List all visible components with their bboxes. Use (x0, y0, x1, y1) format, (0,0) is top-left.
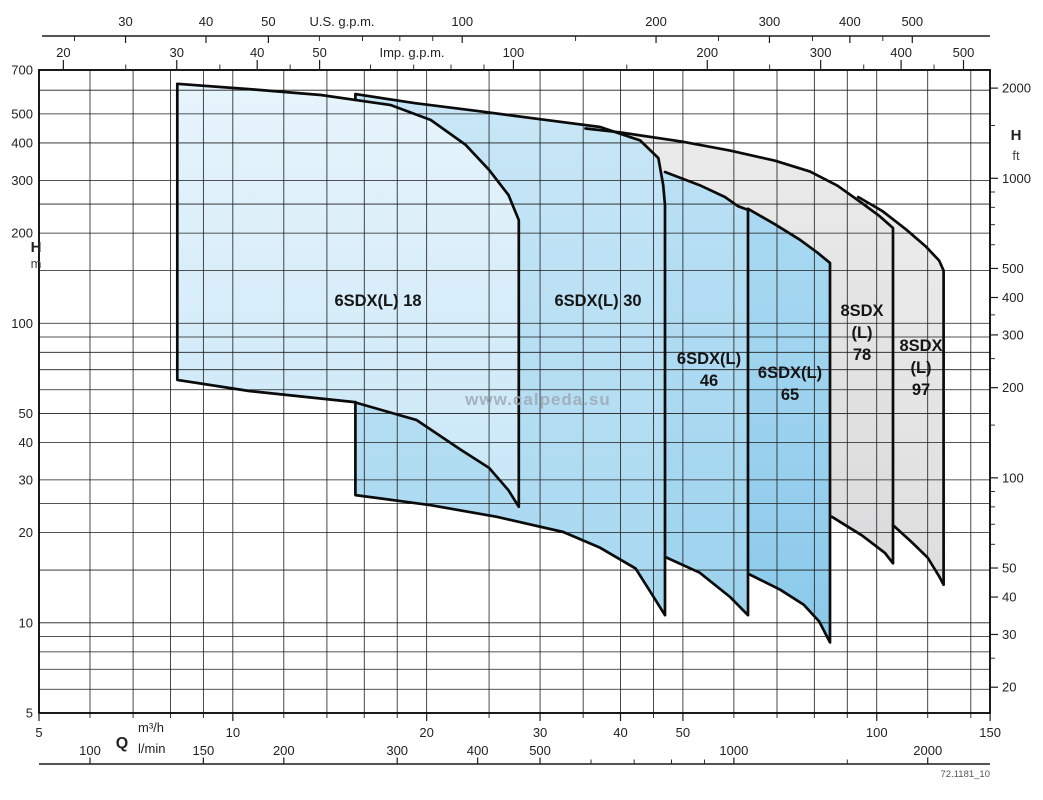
lmin-tick-label: 150 (193, 743, 215, 758)
h-ft-tick-label: 100 (1002, 470, 1024, 485)
us-tick-label: 40 (199, 14, 213, 29)
pump-range-labels: 6SDX(L) 18 6SDX(L) 30 6SDX(L) 46 6SDX(L) 65 8S… (334, 292, 942, 404)
figure-code: 72.1181_10 (940, 769, 991, 780)
us-tick-label: 300 (759, 14, 781, 29)
envelope-outline-8sdx-l-97 (856, 195, 945, 587)
imp-unit-label: Imp. g.p.m. (379, 45, 444, 60)
h-ft-axis-letter: H (1011, 127, 1022, 144)
h-m-axis-unit: m (31, 256, 42, 271)
m3h-tick-label: 40 (613, 725, 627, 740)
h-m-tick-label: 50 (19, 406, 33, 421)
h-m-tick-label: 400 (11, 135, 33, 150)
h-m-tick-label: 700 (11, 63, 33, 78)
m3h-tick-label: 100 (866, 725, 888, 740)
us-unit-label: U.S. g.p.m. (309, 14, 374, 29)
imp-tick-label: 300 (810, 45, 832, 60)
m3h-tick-label: 5 (35, 725, 42, 740)
m3h-tick-label: 50 (676, 725, 690, 740)
q-axis-unit-lmin: l/min (138, 741, 165, 756)
lmin-tick-label: 500 (529, 743, 551, 758)
h-ft-tick-label: 50 (1002, 561, 1016, 576)
envelope-fills (177, 83, 944, 643)
envelope-outlines (175, 82, 945, 644)
us-tick-label: 50 (261, 14, 275, 29)
h-m-tick-label: 300 (11, 173, 33, 188)
imp-tick-label: 40 (250, 45, 264, 60)
h-ft-tick-label: 500 (1002, 261, 1024, 276)
m3h-tick-label: 30 (533, 725, 547, 740)
imp-tick-label: 100 (503, 45, 525, 60)
h-m-tick-label: 200 (11, 226, 33, 241)
h-ft-tick-label: 2000 (1002, 81, 1031, 96)
m3h-tick-label: 150 (979, 725, 1001, 740)
h-m-axis-letter: H (31, 239, 42, 256)
imp-tick-label: 500 (953, 45, 975, 60)
us-tick-label: 30 (118, 14, 132, 29)
lmin-tick-label: 2000 (913, 743, 942, 758)
pump-range-label-6sdx-l-65: 6SDX(L) 65 (758, 364, 822, 404)
h-ft-tick-label: 1000 (1002, 171, 1031, 186)
m3h-tick-label: 20 (419, 725, 433, 740)
h-m-tick-label: 30 (19, 472, 33, 487)
envelope-outline-8sdx-l-78 (584, 127, 895, 565)
m3h-tick-label: 10 (226, 725, 240, 740)
lmin-tick-label: 1000 (719, 743, 748, 758)
pump-range-label-6sdx-l-18: 6SDX(L) 18 (334, 292, 421, 310)
axis-us-gpm (42, 35, 990, 43)
h-ft-tick-label: 20 (1002, 680, 1016, 695)
us-tick-label: 200 (645, 14, 667, 29)
h-ft-tick-label: 300 (1002, 327, 1024, 342)
pump-range-label-8sdx-l-78: 8SDX (L) 78 (840, 302, 883, 364)
h-m-tick-label: 100 (11, 316, 33, 331)
h-m-tick-label: 500 (11, 106, 33, 121)
envelope-outline-6sdx-l-30 (354, 92, 667, 617)
h-m-tick-label: 40 (19, 435, 33, 450)
h-ft-tick-label: 400 (1002, 290, 1024, 305)
axis-q-m3h (38, 713, 991, 721)
imp-tick-label: 30 (170, 45, 184, 60)
plot-border (38, 69, 991, 714)
h-m-tick-label: 5 (26, 706, 33, 721)
axis-imp-gpm (62, 60, 965, 70)
lmin-tick-label: 400 (467, 743, 489, 758)
us-tick-label: 500 (901, 14, 923, 29)
pump-range-label-6sdx-l-46: 6SDX(L) 46 (677, 350, 741, 390)
lmin-tick-label: 100 (79, 743, 101, 758)
imp-tick-label: 200 (696, 45, 718, 60)
axis-h-ft (990, 87, 998, 688)
q-axis-unit-m3h: m³/h (138, 720, 164, 735)
axis-q-lmin (39, 757, 990, 765)
us-tick-label: 100 (451, 14, 473, 29)
h-ft-axis-unit: ft (1012, 148, 1020, 163)
pump-range-label-8sdx-l-97: 8SDX (L) 97 (899, 337, 942, 399)
h-m-tick-label: 10 (19, 615, 33, 630)
imp-tick-label: 400 (890, 45, 912, 60)
envelope-area-6sdx-l-18 (177, 83, 519, 507)
imp-tick-label: 50 (312, 45, 326, 60)
us-tick-label: 400 (839, 14, 861, 29)
imp-tick-label: 20 (56, 45, 70, 60)
grid-lines (39, 70, 990, 713)
envelope-outline-6sdx-l-18 (175, 82, 521, 509)
envelope-outline-6sdx-l-65 (746, 207, 832, 644)
h-m-tick-label: 20 (19, 525, 33, 540)
h-ft-tick-label: 200 (1002, 380, 1024, 395)
h-ft-tick-label: 30 (1002, 627, 1016, 642)
h-ft-tick-label: 40 (1002, 590, 1016, 605)
pump-range-label-6sdx-l-30: 6SDX(L) 30 (554, 292, 641, 310)
q-axis-letter: Q (116, 735, 128, 752)
lmin-tick-label: 300 (386, 743, 408, 758)
lmin-tick-label: 200 (273, 743, 295, 758)
